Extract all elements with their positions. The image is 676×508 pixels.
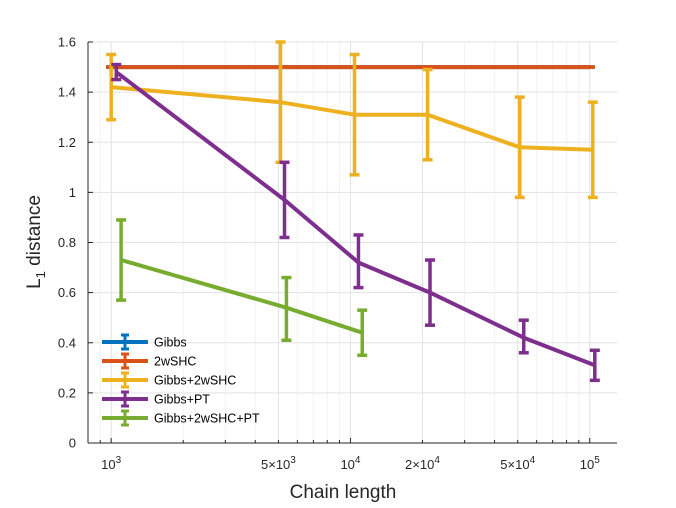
y-axis-title-subscript: 1 bbox=[33, 271, 48, 278]
x-tick-label: 2×104 bbox=[405, 455, 440, 472]
legend-entry: Gibbs+2wSHC bbox=[102, 371, 236, 389]
x-tick-label: 104 bbox=[340, 455, 360, 472]
x-tick-label: 103 bbox=[101, 455, 121, 472]
legend-entry: 2wSHC bbox=[102, 352, 196, 370]
x-axis-title: Chain length bbox=[290, 482, 397, 503]
y-tick-label: 1.2 bbox=[58, 135, 76, 150]
series-gibbs-pt bbox=[111, 62, 600, 383]
legend-entry: Gibbs+2wSHC+PT bbox=[102, 409, 260, 427]
legend-label: 2wSHC bbox=[154, 355, 196, 369]
y-axis-title: L1 distance bbox=[24, 195, 48, 289]
series-line bbox=[115, 70, 596, 368]
y-tick-label: 0.4 bbox=[58, 335, 76, 350]
series-gibbs-2wshc-pt bbox=[116, 218, 368, 358]
y-tick-label: 0.6 bbox=[58, 285, 76, 300]
legend-entry: Gibbs bbox=[102, 333, 187, 351]
axes bbox=[87, 41, 617, 444]
legend-label: Gibbs+PT bbox=[154, 393, 210, 407]
legend-entry: Gibbs+PT bbox=[102, 390, 210, 408]
y-tick-label: 1.6 bbox=[58, 35, 76, 50]
y-tick-label: 0 bbox=[69, 436, 76, 451]
legend-label: Gibbs+2wSHC+PT bbox=[154, 412, 260, 426]
y-tick-label: 0.2 bbox=[58, 385, 76, 400]
tick-labels: 0 0.2 0.4 0.6 0.8 1 1.2 1.4 1.6 103 5×103 104 2×104 5… bbox=[58, 35, 600, 473]
legend-label: Gibbs bbox=[154, 336, 187, 350]
y-axis-title-main: L bbox=[24, 278, 45, 289]
y-tick-label: 0.8 bbox=[58, 235, 76, 250]
legend-label: Gibbs+2wSHC bbox=[154, 374, 236, 388]
legend: Gibbs 2wSHC Gibbs+2wSHC Gibbs+PT Gibbs+2wSHC… bbox=[102, 333, 260, 427]
y-tick-label: 1.4 bbox=[58, 85, 76, 100]
y-axis-title-rest: distance bbox=[24, 195, 45, 271]
series-layer bbox=[106, 40, 600, 383]
x-tick-label: 105 bbox=[580, 455, 600, 472]
series-line bbox=[111, 85, 593, 152]
x-tick-label: 5×103 bbox=[261, 455, 296, 472]
grid bbox=[87, 41, 617, 444]
x-tick-label: 5×104 bbox=[500, 455, 535, 472]
y-tick-label: 1 bbox=[69, 185, 76, 200]
